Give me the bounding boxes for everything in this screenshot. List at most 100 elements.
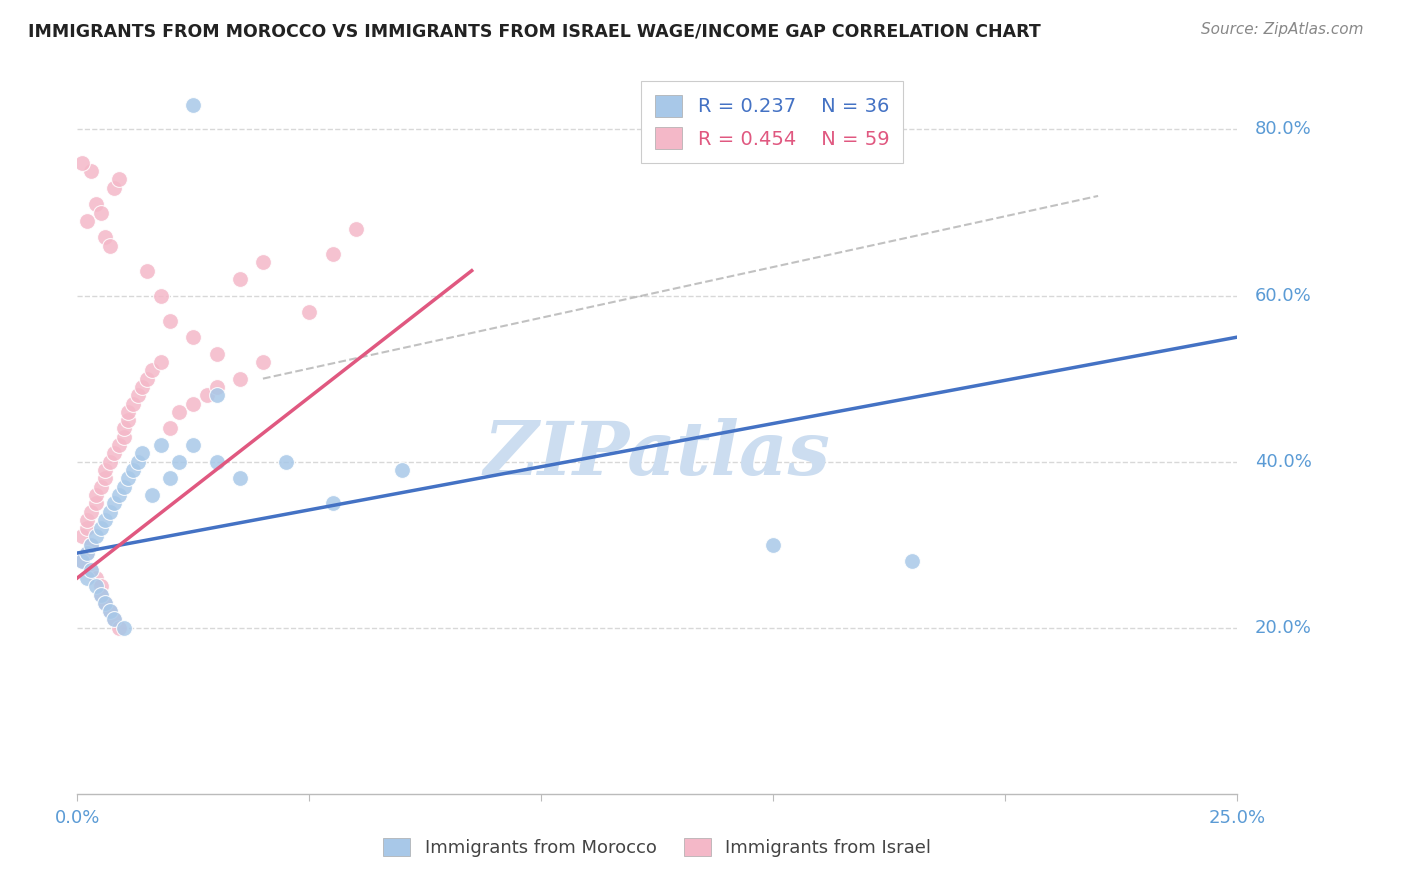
Point	[169, 405, 191, 419]
Point	[76, 521, 98, 535]
Point	[274, 455, 298, 469]
Point	[298, 305, 321, 319]
Point	[103, 612, 125, 626]
Point	[98, 604, 121, 618]
Point	[76, 513, 98, 527]
Point	[205, 347, 228, 361]
Point	[103, 180, 125, 194]
Point	[159, 421, 181, 435]
Point	[344, 222, 367, 236]
Point	[149, 355, 172, 369]
Point	[90, 579, 111, 593]
Point	[131, 446, 153, 460]
Point	[141, 363, 163, 377]
Point	[183, 330, 205, 344]
Point	[94, 471, 117, 485]
Point	[112, 480, 135, 494]
Point	[98, 239, 121, 253]
Point	[94, 463, 117, 477]
Point	[103, 496, 125, 510]
Point	[901, 554, 924, 568]
Point	[117, 471, 139, 485]
Point	[321, 247, 344, 261]
Point	[228, 471, 252, 485]
Point	[108, 438, 131, 452]
Point	[135, 371, 157, 385]
Point	[84, 496, 107, 510]
Point	[90, 521, 111, 535]
Text: 80.0%: 80.0%	[1254, 120, 1312, 138]
Point	[762, 538, 785, 552]
Point	[80, 538, 103, 552]
Point	[321, 496, 344, 510]
Point	[103, 612, 125, 626]
Point	[90, 205, 111, 219]
Point	[84, 488, 107, 502]
Point	[122, 463, 145, 477]
Point	[84, 529, 107, 543]
Point	[112, 421, 135, 435]
Point	[98, 504, 121, 518]
Point	[98, 455, 121, 469]
Point	[108, 621, 131, 635]
Point	[112, 430, 135, 444]
Point	[149, 288, 172, 302]
Point	[80, 504, 103, 518]
Text: 40.0%: 40.0%	[1254, 452, 1312, 471]
Point	[103, 446, 125, 460]
Point	[127, 455, 149, 469]
Point	[94, 596, 117, 610]
Text: 20.0%: 20.0%	[1254, 619, 1312, 637]
Point	[122, 396, 145, 410]
Point	[76, 214, 98, 228]
Point	[70, 529, 93, 543]
Point	[228, 272, 252, 286]
Point	[149, 438, 172, 452]
Point	[94, 596, 117, 610]
Point	[252, 255, 274, 269]
Point	[112, 621, 135, 635]
Point	[183, 438, 205, 452]
Point	[94, 230, 117, 244]
Text: IMMIGRANTS FROM MOROCCO VS IMMIGRANTS FROM ISRAEL WAGE/INCOME GAP CORRELATION CH: IMMIGRANTS FROM MOROCCO VS IMMIGRANTS FR…	[28, 22, 1040, 40]
Point	[70, 554, 93, 568]
Point	[391, 463, 413, 477]
Text: ZIPatlas: ZIPatlas	[484, 418, 831, 491]
Point	[76, 546, 98, 560]
Point	[70, 155, 93, 169]
Point	[159, 313, 181, 327]
Point	[108, 172, 131, 186]
Point	[80, 563, 103, 577]
Point	[252, 355, 274, 369]
Point	[90, 588, 111, 602]
Point	[84, 579, 107, 593]
Point	[205, 380, 228, 394]
Point	[76, 571, 98, 585]
Point	[135, 263, 157, 277]
Text: Source: ZipAtlas.com: Source: ZipAtlas.com	[1201, 22, 1364, 37]
Point	[205, 388, 228, 402]
Point	[90, 480, 111, 494]
Point	[76, 546, 98, 560]
Point	[98, 604, 121, 618]
Point	[80, 164, 103, 178]
Point	[70, 554, 93, 568]
Point	[169, 455, 191, 469]
Point	[183, 97, 205, 112]
Point	[90, 588, 111, 602]
Point	[80, 538, 103, 552]
Point	[84, 197, 107, 211]
Point	[141, 488, 163, 502]
Point	[159, 471, 181, 485]
Point	[183, 396, 205, 410]
Point	[228, 371, 252, 385]
Point	[108, 488, 131, 502]
Point	[205, 455, 228, 469]
Point	[117, 405, 139, 419]
Legend: Immigrants from Morocco, Immigrants from Israel: Immigrants from Morocco, Immigrants from…	[375, 830, 939, 864]
Point	[84, 571, 107, 585]
Point	[195, 388, 218, 402]
Text: 60.0%: 60.0%	[1254, 286, 1312, 304]
Point	[117, 413, 139, 427]
Point	[127, 388, 149, 402]
